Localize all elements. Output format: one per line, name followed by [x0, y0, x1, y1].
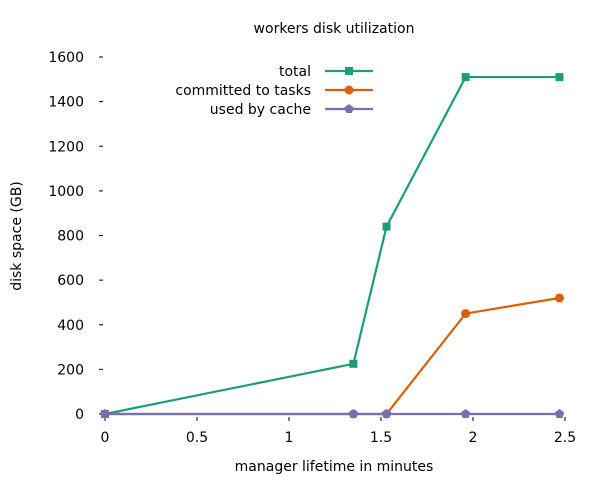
data-point-total [555, 73, 564, 82]
y-tick-label: 1000 [48, 184, 84, 200]
legend-item-committed-to-tasks: committed to tasks [175, 83, 373, 99]
legend-label: total [279, 64, 311, 80]
legend-label: used by cache [210, 102, 311, 118]
x-tick-label: 2.5 [554, 430, 576, 446]
legend: total committed to tasks used by cache [175, 64, 373, 118]
y-axis-label: disk space (GB) [9, 181, 25, 291]
legend-marker-total [345, 67, 353, 75]
data-point-total [349, 359, 358, 368]
data-point-total [382, 222, 391, 231]
x-axis-label: manager lifetime in minutes [235, 459, 434, 475]
y-tick-label: 0 [75, 407, 84, 423]
y-tick-label: 1600 [48, 50, 84, 66]
data-point-total [461, 73, 470, 82]
x-tick-label: 1 [285, 430, 294, 446]
x-tick-label: 0 [101, 430, 110, 446]
y-tick-label: 600 [57, 273, 84, 289]
data-point-used-by-cache [348, 409, 359, 419]
y-tick-label: 400 [57, 318, 84, 334]
legend-marker-used-by-cache [344, 104, 354, 114]
chart-title: workers disk utilization [254, 21, 415, 37]
x-tick-label: 2 [469, 430, 478, 446]
y-tick-label: 800 [57, 229, 84, 245]
data-point-used-by-cache [100, 409, 110, 419]
series-used-by-cache [100, 409, 565, 419]
x-tick-label: 1.5 [370, 430, 392, 446]
data-point-used-by-cache [381, 409, 392, 419]
y-tick-label: 1200 [48, 139, 84, 155]
series-line-committed-to-tasks [105, 296, 560, 416]
y-tick-label: 200 [57, 362, 84, 378]
legend-label: committed to tasks [175, 83, 311, 99]
data-point-used-by-cache [460, 409, 471, 419]
x-tick-label: 0.5 [186, 430, 208, 446]
legend-item-used-by-cache: used by cache [210, 102, 373, 118]
series-total [101, 73, 564, 418]
data-point-used-by-cache [554, 409, 565, 419]
data-point-committed-to-tasks [554, 293, 564, 303]
axes: 0 200 400 600 800 1000 1200 1400 1600 0 0.5 1 1.5 2 2.… [48, 50, 576, 446]
legend-marker-committed-to-tasks [344, 85, 354, 95]
series-line-total [104, 75, 560, 416]
y-tick-label: 1400 [48, 95, 84, 111]
legend-item-total: total [279, 64, 373, 80]
data-point-committed-to-tasks [461, 309, 471, 319]
series-layer [100, 73, 565, 419]
